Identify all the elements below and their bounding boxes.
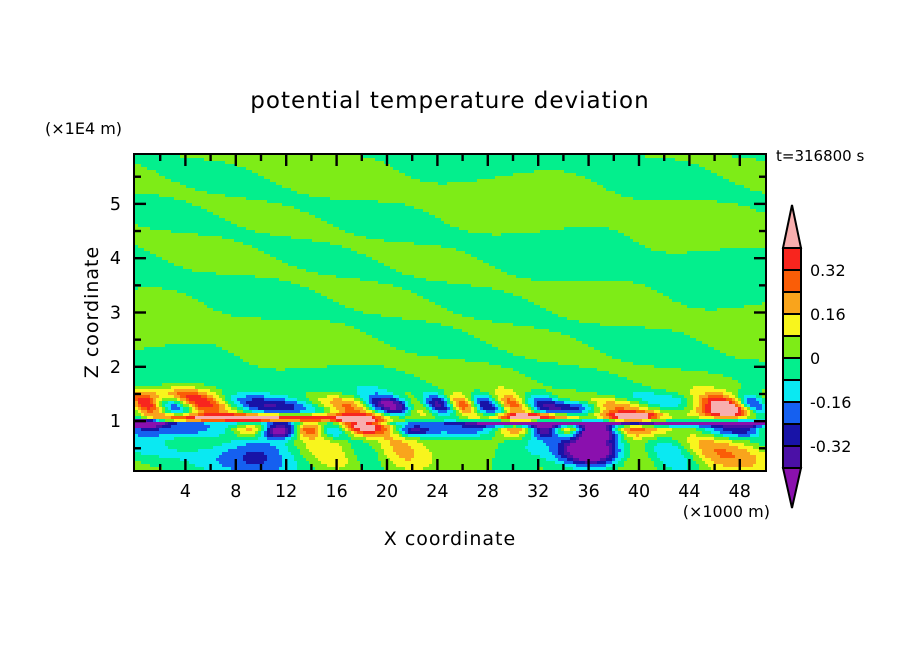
colorbar-box — [782, 291, 802, 315]
y-tick-label: 3 — [110, 304, 121, 324]
y-axis-unit-label: (×1E4 m) — [45, 119, 123, 138]
x-tick-label: 40 — [628, 482, 650, 502]
contour-plot-canvas — [135, 155, 765, 470]
colorbar-box — [782, 335, 802, 359]
y-tick-label: 4 — [110, 249, 121, 269]
colorbar-box — [782, 269, 802, 293]
x-tick-label: 44 — [678, 482, 700, 502]
x-tick-label: 36 — [577, 482, 599, 502]
colorbar-box — [782, 401, 802, 425]
colorbar-label: 0.32 — [810, 261, 846, 280]
colorbar-box — [782, 357, 802, 381]
colorbar-label: -0.32 — [810, 437, 851, 456]
x-tick-label: 8 — [230, 482, 241, 502]
colorbar-label: 0.16 — [810, 305, 846, 324]
x-axis-unit-label: (×1000 m) — [682, 502, 770, 521]
x-tick-label: 48 — [729, 482, 751, 502]
x-tick-label: 32 — [527, 482, 549, 502]
x-axis-title: X coordinate — [383, 528, 517, 550]
colorbar-box — [782, 423, 802, 447]
colorbar-over-arrow — [781, 204, 803, 249]
x-tick-label: 4 — [180, 482, 191, 502]
chart-title: potential temperature deviation — [250, 88, 650, 114]
y-tick-label: 1 — [110, 412, 121, 432]
colorbar-under-arrow — [781, 467, 803, 509]
plot-frame — [133, 153, 767, 472]
x-tick-label: 20 — [376, 482, 398, 502]
colorbar-box — [782, 313, 802, 337]
y-tick-label: 2 — [110, 358, 121, 378]
colorbar-box — [782, 247, 802, 271]
x-tick-label: 28 — [477, 482, 499, 502]
colorbar-box — [782, 445, 802, 469]
x-tick-label: 12 — [275, 482, 297, 502]
colorbar-box — [782, 379, 802, 403]
x-tick-label: 16 — [325, 482, 347, 502]
y-axis-title: Z coordinate — [81, 245, 103, 379]
y-tick-label: 5 — [110, 195, 121, 215]
time-label: t=316800 s — [776, 147, 865, 165]
colorbar-label: -0.16 — [810, 393, 851, 412]
x-tick-label: 24 — [426, 482, 448, 502]
colorbar-label: 0 — [810, 349, 820, 368]
